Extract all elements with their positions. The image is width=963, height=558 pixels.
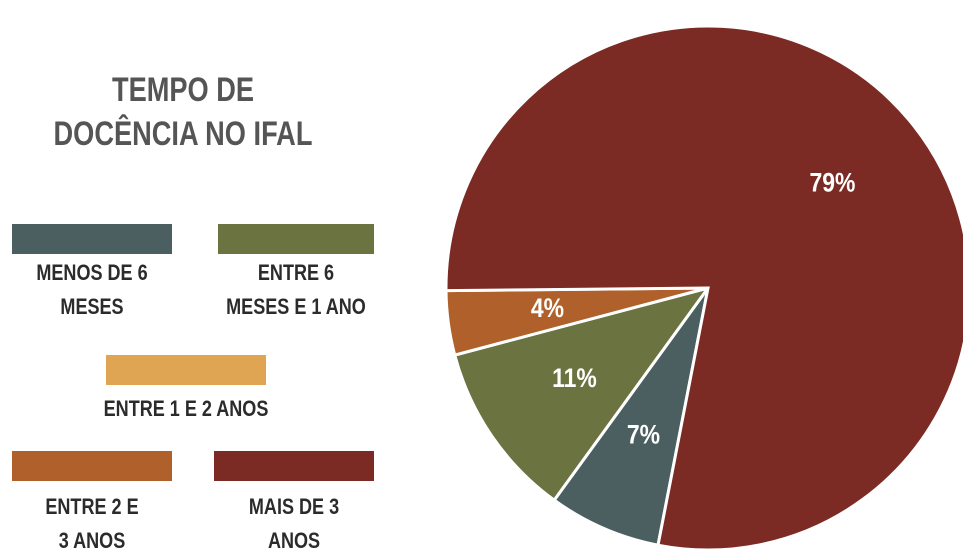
data-label: 11% <box>552 363 597 393</box>
data-label: 79% <box>810 168 856 198</box>
legend-swatch <box>218 224 374 254</box>
pie-slice <box>444 24 963 552</box>
legend-label: ENTRE 6 MESES E 1 ANO <box>226 260 366 319</box>
data-label: 4% <box>531 293 564 323</box>
chart-title: TEMPO DE DOCÊNCIA NO IFAL <box>53 71 313 153</box>
legend-swatch <box>214 451 374 481</box>
legend-label: MAIS DE 3 ANOS <box>248 494 340 553</box>
legend-swatch <box>12 451 172 481</box>
legend-label: MENOS DE 6 MESES <box>36 260 148 319</box>
legend-label: ENTRE 2 E 3 ANOS <box>45 494 139 553</box>
legend-swatch <box>106 355 266 385</box>
pie-slice <box>452 285 712 503</box>
legend-swatch <box>12 224 172 254</box>
legend-label: ENTRE 1 E 2 ANOS <box>103 396 269 421</box>
data-label: 7% <box>627 420 660 450</box>
